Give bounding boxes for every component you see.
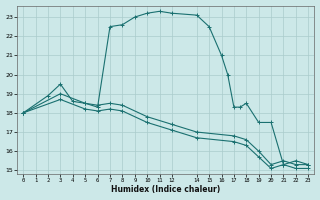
X-axis label: Humidex (Indice chaleur): Humidex (Indice chaleur) [111, 185, 220, 194]
